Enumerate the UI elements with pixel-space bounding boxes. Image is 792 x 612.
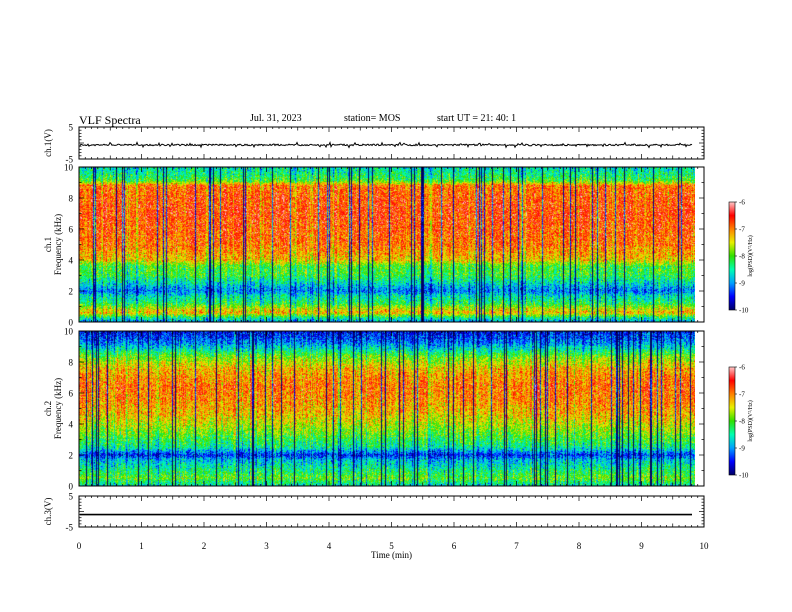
ch2-spectrogram-ytick-label: 2 xyxy=(69,451,74,461)
colorbar-label: log(PSD)(V²/Hz) xyxy=(747,400,754,441)
x-tick-label: 5 xyxy=(389,541,394,551)
x-tick-label: 10 xyxy=(700,541,710,551)
colorbar-tick-label: -6 xyxy=(739,199,745,207)
colorbar-tick-label: -8 xyxy=(739,253,745,261)
x-tick-label: 2 xyxy=(202,541,207,551)
ch1-spectrogram-ytick-label: 0 xyxy=(69,318,74,328)
x-tick-label: 3 xyxy=(264,541,269,551)
ch1-spectrogram-channel-label: ch.1 xyxy=(43,237,53,252)
ch1-voltage-ytick-label: -5 xyxy=(66,155,74,165)
ch1-spectrogram-frequency-label: Frequency (kHz) xyxy=(53,214,63,275)
x-axis-label: Time (min) xyxy=(371,550,412,560)
ch2-spectrogram-colorbar xyxy=(728,366,736,476)
ch2-spectrogram-frequency-label: Frequency (kHz) xyxy=(53,378,63,439)
ch2-spectrogram-ytick-label: 8 xyxy=(69,358,74,368)
ch1-spectrogram-ytick-label: 4 xyxy=(69,256,74,266)
x-tick-label: 9 xyxy=(639,541,644,551)
colorbar-tick-label: -10 xyxy=(739,472,749,480)
ch3-voltage-ytick-label: 5 xyxy=(69,492,74,502)
start-time-label: start UT = 21: 40: 1 xyxy=(437,113,517,124)
station-label: station= MOS xyxy=(344,113,401,124)
colorbar-tick-label: -10 xyxy=(739,307,749,315)
ch2-spectrogram-ytick-label: 10 xyxy=(64,327,74,337)
x-tick-label: 7 xyxy=(514,541,519,551)
ch2-spectrogram-ytick-label: 0 xyxy=(69,482,74,492)
x-tick-label: 1 xyxy=(139,541,144,551)
x-tick-label: 4 xyxy=(327,541,332,551)
x-tick-label: 0 xyxy=(77,541,82,551)
ch2-spectrogram-ytick-label: 4 xyxy=(69,420,74,430)
x-tick-label: 8 xyxy=(577,541,582,551)
ch3-voltage-ylabel: ch.3(V) xyxy=(43,498,53,526)
ch1-voltage-trace xyxy=(79,140,693,149)
x-tick-label: 6 xyxy=(452,541,457,551)
colorbar-tick-label: -9 xyxy=(739,280,745,288)
ch2-spectrogram-image xyxy=(79,331,695,486)
ch1-spectrogram-ytick-label: 10 xyxy=(64,163,74,173)
ch1-voltage-ytick-label: 5 xyxy=(69,123,74,133)
colorbar-tick-label: -7 xyxy=(739,226,745,234)
ch1-spectrogram-ytick-label: 8 xyxy=(69,194,74,204)
colorbar-tick-label: -9 xyxy=(739,445,745,453)
ch2-spectrogram-channel-label: ch.2 xyxy=(43,401,53,416)
colorbar-tick-label: -6 xyxy=(739,364,745,372)
ch1-spectrogram-ytick-label: 6 xyxy=(69,225,74,235)
colorbar-label: log(PSD)(V²/Hz) xyxy=(747,235,754,276)
ch1-spectrogram-ytick-label: 2 xyxy=(69,287,74,297)
date-label: Jul. 31, 2023 xyxy=(250,113,302,124)
colorbar-tick-label: -8 xyxy=(739,418,745,426)
ch1-spectrogram-colorbar xyxy=(728,201,736,311)
chart-title: VLF Spectra xyxy=(79,113,141,127)
ch3-voltage-ytick-label: -5 xyxy=(66,523,74,533)
ch1-voltage-ylabel: ch.1(V) xyxy=(43,129,53,157)
ch1-spectrogram-image xyxy=(79,167,695,322)
ch2-spectrogram-ytick-label: 6 xyxy=(69,389,74,399)
colorbar-tick-label: -7 xyxy=(739,391,745,399)
